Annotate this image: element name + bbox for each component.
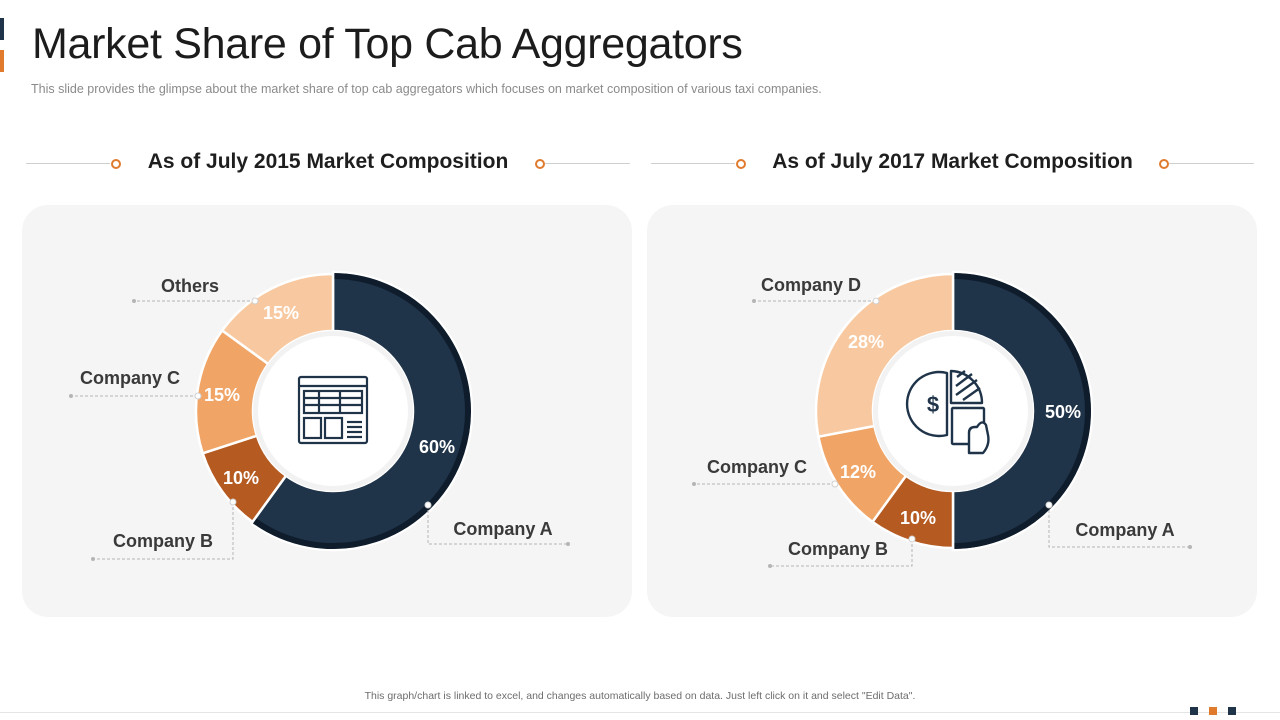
header-dot-right [535, 159, 545, 169]
chart-2-panel: $ Company A Company B Company C Company … [647, 205, 1257, 617]
footer-note: This graph/chart is linked to excel, and… [364, 690, 916, 702]
donut-chart-2017: $ Company A Company B Company C Company … [692, 270, 1192, 568]
data-label-company-c: 12% [840, 462, 876, 482]
footer-rule [0, 712, 1280, 713]
page-title: Market Share of Top Cab Aggregators [32, 20, 743, 68]
data-label-company-d: 28% [848, 332, 884, 352]
callout-end [566, 542, 570, 546]
chart-2-title: As of July 2017 Market Composition [772, 150, 1133, 173]
chart-1-title: As of July 2015 Market Composition [147, 150, 509, 173]
legend-label-company-a: Company A [1075, 520, 1174, 540]
accent-bar-navy [0, 18, 4, 40]
legend-label-company-b: Company B [788, 539, 888, 559]
callout-end [69, 394, 73, 398]
callout-dot [251, 297, 259, 305]
header-line-left [26, 163, 110, 164]
legend-label-company-b: Company B [113, 531, 213, 551]
data-label-company-b: 10% [223, 468, 259, 488]
callout-dot [424, 501, 432, 509]
slice-rim [954, 273, 1091, 549]
callout-dot [1045, 501, 1053, 509]
footer-square-navy [1190, 707, 1198, 715]
callout-end [768, 564, 772, 568]
donut-chart-2015: Company A Company B Company C Others 60%… [69, 270, 570, 561]
callout-dot [831, 480, 839, 488]
data-label-others: 15% [263, 303, 299, 323]
footer-square-navy [1228, 707, 1236, 715]
callout-end [132, 299, 136, 303]
callout-line [1048, 505, 1190, 548]
header-dot-left [736, 159, 746, 169]
legend-label-company-a: Company A [453, 519, 552, 539]
legend-label-company-c: Company C [80, 368, 180, 388]
footer-square-orange [1209, 707, 1217, 715]
legend-label-company-d: Company D [761, 275, 861, 295]
callout-end [752, 299, 756, 303]
data-label-company-b: 10% [900, 508, 936, 528]
callout-dot [908, 535, 916, 543]
donut-hole [258, 336, 408, 486]
callout-dot [872, 297, 880, 305]
callout-line [770, 539, 913, 567]
chart-1-header: As of July 2015 Market Composition [26, 150, 630, 178]
header-line-left [651, 163, 735, 164]
spreadsheet-table-icon [297, 375, 369, 445]
callout-end [1188, 545, 1192, 549]
callout-end [91, 557, 95, 561]
dollar-sign-icon: $ [927, 392, 939, 417]
callout-dot [229, 498, 237, 506]
callout-dot [194, 392, 202, 400]
accent-bar-orange [0, 50, 4, 72]
chart-2-header: As of July 2017 Market Composition [651, 150, 1254, 178]
header-line-right [545, 163, 630, 164]
callout-end [692, 482, 696, 486]
pie-chart-hand-dollar-icon: $ [905, 369, 990, 455]
header-dot-left [111, 159, 121, 169]
callout-line [93, 502, 234, 560]
header-line-right [1169, 163, 1254, 164]
legend-label-others: Others [161, 276, 219, 296]
data-label-company-c: 15% [204, 385, 240, 405]
callout-line [427, 505, 568, 545]
slice-rim [253, 273, 471, 549]
data-label-company-a: 60% [419, 437, 455, 457]
legend-label-company-c: Company C [707, 457, 807, 477]
page-subtitle: This slide provides the glimpse about th… [31, 82, 822, 96]
data-label-company-a: 50% [1045, 402, 1081, 422]
chart-1-panel: Company A Company B Company C Others 60%… [22, 205, 632, 617]
header-dot-right [1159, 159, 1169, 169]
